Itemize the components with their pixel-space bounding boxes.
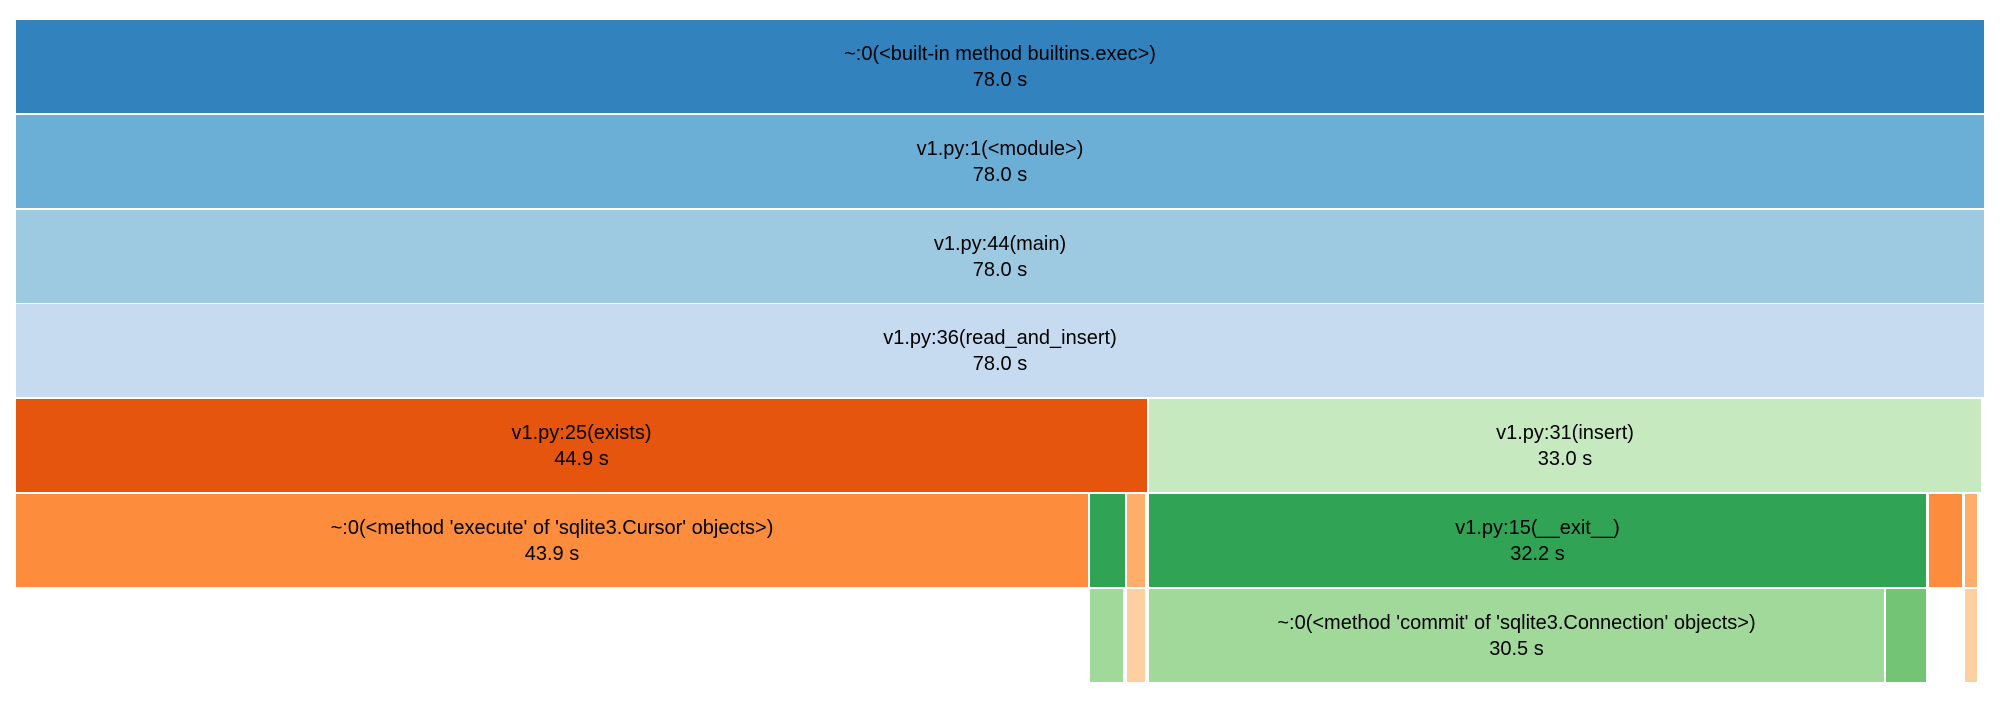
block-function-label: v1.py:25(exists) — [511, 421, 652, 444]
block-function-label: ~:0(<method 'commit' of 'sqlite3.Connect… — [1277, 611, 1756, 634]
flame-block[interactable]: v1.py:44(main) 78.0 s — [16, 210, 1984, 303]
block-time-label: 78.0 s — [972, 258, 1028, 281]
block-time-label: 78.0 s — [972, 163, 1028, 186]
flame-block[interactable] — [1127, 589, 1145, 682]
flame-block[interactable]: v1.py:25(exists) 44.9 s — [16, 399, 1147, 492]
flame-block[interactable]: ~:0(<method 'execute' of 'sqlite3.Cursor… — [16, 494, 1088, 587]
flame-block[interactable] — [1090, 494, 1125, 587]
block-time-label: 44.9 s — [554, 447, 609, 470]
flame-block[interactable] — [1929, 494, 1962, 587]
flame-block[interactable] — [1127, 494, 1145, 587]
block-function-label: ~:0(<method 'execute' of 'sqlite3.Cursor… — [330, 516, 774, 539]
flame-block[interactable]: ~:0(<built-in method builtins.exec>) 78.0… — [16, 20, 1984, 113]
flame-block[interactable]: v1.py:15(__exit__) 32.2 s — [1149, 494, 1926, 587]
flame-block[interactable]: v1.py:31(insert) 33.0 s — [1149, 399, 1981, 492]
flame-block[interactable]: ~:0(<method 'commit' of 'sqlite3.Connect… — [1149, 589, 1884, 682]
flame-block[interactable] — [1965, 589, 1977, 682]
block-time-label: 32.2 s — [1510, 542, 1565, 565]
block-function-label: v1.py:44(main) — [933, 232, 1067, 255]
flame-block[interactable]: v1.py:1(<module>) 78.0 s — [16, 115, 1984, 208]
block-time-label: 78.0 s — [972, 352, 1028, 375]
flame-block[interactable]: v1.py:36(read_and_insert) 78.0 s — [16, 304, 1984, 397]
block-time-label: 78.0 s — [972, 68, 1028, 91]
flame-block[interactable] — [1886, 589, 1926, 682]
block-function-label: v1.py:36(read_and_insert) — [883, 326, 1117, 349]
block-time-label: 43.9 s — [524, 542, 580, 565]
block-function-label: v1.py:31(insert) — [1496, 421, 1634, 444]
flame-block[interactable] — [1090, 589, 1123, 682]
block-function-label: v1.py:15(__exit__) — [1455, 516, 1620, 539]
flame-block[interactable] — [1965, 494, 1977, 587]
block-time-label: 33.0 s — [1537, 447, 1593, 470]
block-function-label: v1.py:1(<module>) — [916, 137, 1084, 160]
block-function-label: ~:0(<built-in method builtins.exec>) — [844, 42, 1156, 65]
block-time-label: 30.5 s — [1489, 637, 1544, 660]
